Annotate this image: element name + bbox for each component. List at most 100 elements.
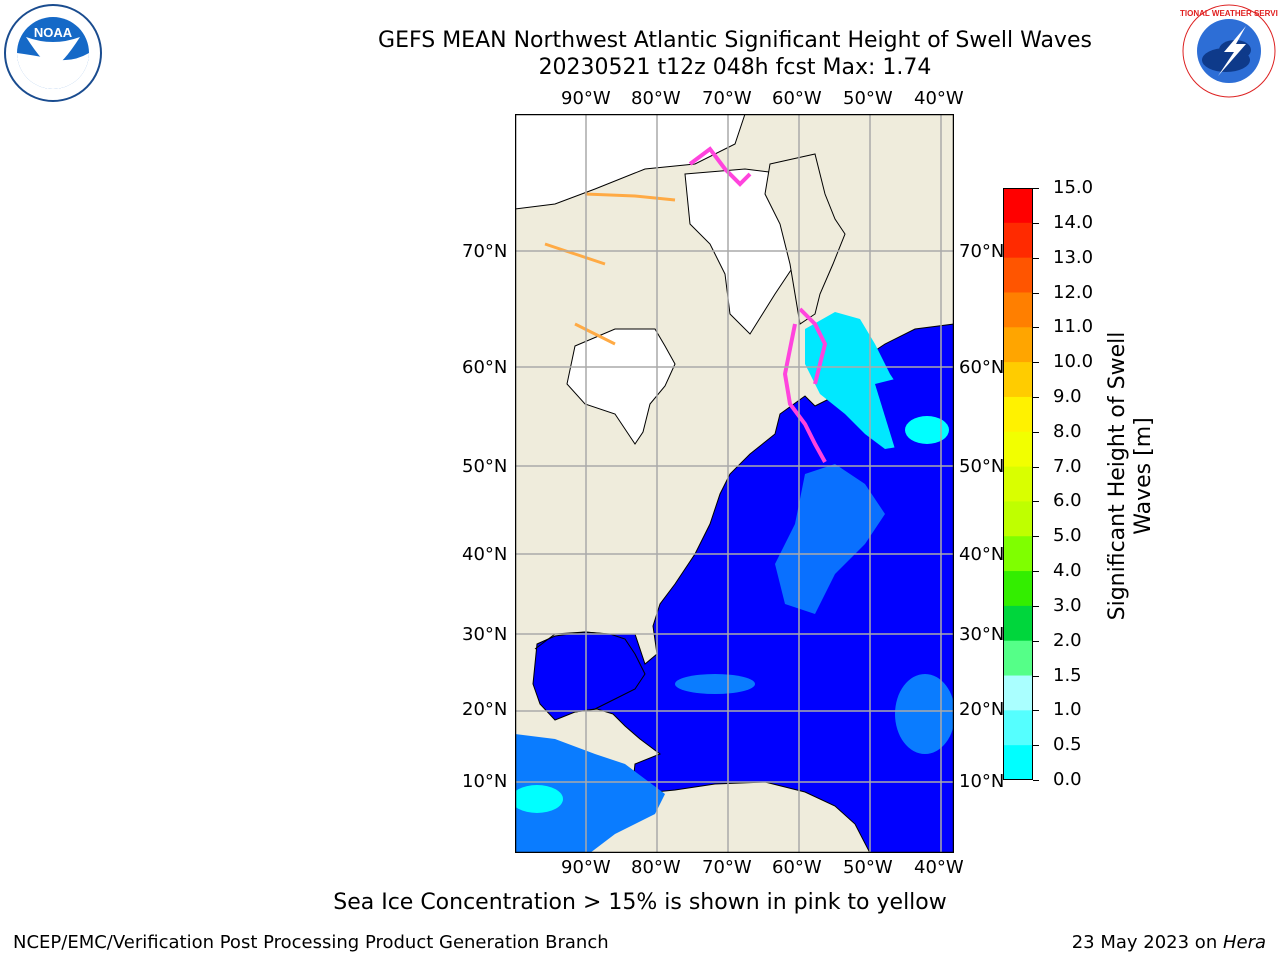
lon-tick-bottom: 50°W <box>843 857 893 878</box>
colorbar-swatch <box>1003 362 1033 398</box>
colorbar-tick-label: 7.0 <box>1053 455 1082 477</box>
colorbar-tick-mark <box>1033 327 1039 329</box>
footer-date-text: 23 May 2023 on <box>1071 932 1223 953</box>
colorbar-tick-mark <box>1033 188 1039 189</box>
lat-tick-right: 60°N <box>959 357 1005 378</box>
colorbar-frame <box>1003 188 1033 780</box>
chart-subtitle: 20230521 t12z 048h fcst Max: 1.74 <box>538 55 932 80</box>
lat-tick-left: 20°N <box>462 699 508 720</box>
lon-tick-top: 80°W <box>631 88 681 109</box>
colorbar-swatch <box>1003 292 1033 328</box>
colorbar-swatch <box>1003 745 1033 781</box>
lon-tick-top: 60°W <box>772 88 822 109</box>
ocean-swell-mid <box>775 464 885 614</box>
colorbar-tick-label: 1.5 <box>1053 664 1082 686</box>
colorbar-tick-label: 6.0 <box>1053 490 1082 512</box>
lat-tick-left: 10°N <box>462 771 508 792</box>
lat-tick-left: 30°N <box>462 624 508 645</box>
lon-tick-top: 90°W <box>561 88 611 109</box>
ocean-swell-labrador-core <box>905 416 949 444</box>
colorbar-tick-label: 13.0 <box>1053 246 1094 268</box>
colorbar-tick-mark <box>1033 501 1039 503</box>
lon-tick-bottom: 60°W <box>772 857 822 878</box>
colorbar-swatch <box>1003 640 1033 677</box>
colorbar-swatch <box>1003 396 1033 433</box>
colorbar-tick-mark <box>1033 466 1039 468</box>
arctic-ice <box>514 113 746 210</box>
lat-tick-left: 50°N <box>462 456 508 477</box>
footer-date: 23 May 2023 on Hera <box>1072 932 1266 953</box>
colorbar-tick-label: 3.0 <box>1053 594 1082 616</box>
colorbar-tick-mark <box>1033 431 1039 433</box>
svg-text:NATIONAL WEATHER SERVICE: NATIONAL WEATHER SERVICE <box>1180 9 1278 18</box>
colorbar-swatches <box>1003 188 1033 781</box>
colorbar-tick-label: 4.0 <box>1053 560 1082 582</box>
colorbar-swatch <box>1003 605 1033 642</box>
lat-tick-left: 40°N <box>462 544 508 565</box>
colorbar-tick-label: 14.0 <box>1053 211 1094 233</box>
colorbar-tick-mark <box>1033 745 1039 747</box>
colorbar-tick-label: 1.0 <box>1053 699 1082 721</box>
colorbar-tick-mark <box>1033 536 1039 538</box>
lon-tick-bottom: 70°W <box>702 857 752 878</box>
lat-tick-right: 10°N <box>959 771 1005 792</box>
ocean-swell-pacific-high <box>511 785 563 813</box>
gulf-coast <box>534 631 646 713</box>
colorbar-tick-mark <box>1033 571 1039 573</box>
colorbar-swatch <box>1003 466 1033 502</box>
sea-ice-edge-orange <box>544 192 676 346</box>
colorbar-tick-mark <box>1033 675 1039 677</box>
colorbar-tick-mark <box>1033 396 1039 398</box>
colorbar-tick-label: 5.0 <box>1053 525 1082 547</box>
lon-tick-top: 40°W <box>914 88 964 109</box>
colorbar-swatch <box>1003 536 1033 572</box>
colorbar-tick-label: 15.0 <box>1053 177 1094 198</box>
ocean-swell-mid-east <box>895 674 955 754</box>
colorbar-tick-label: 8.0 <box>1053 420 1082 442</box>
colorbar-tick-label: 0.5 <box>1053 734 1082 756</box>
colorbar-swatch <box>1003 257 1033 293</box>
colorbar-tick-mark <box>1033 222 1039 224</box>
lat-tick-right: 40°N <box>959 544 1005 565</box>
greenland-land <box>764 153 846 325</box>
colorbar-tick-mark <box>1033 257 1039 259</box>
footer-host: Hera <box>1222 932 1266 953</box>
colorbar-swatch <box>1003 710 1033 746</box>
ocean-swell-mid-central <box>675 674 755 694</box>
lat-tick-right: 30°N <box>959 624 1005 645</box>
colorbar-title: Significant Height of Swell Waves [m] <box>1105 331 1156 621</box>
nws-logo-icon: NATIONAL WEATHER SERVICE <box>1169 2 1280 100</box>
map-border <box>514 113 955 854</box>
colorbar-swatch <box>1003 327 1033 363</box>
colorbar-swatch <box>1003 222 1033 259</box>
colorbar-tick-label: 9.0 <box>1053 385 1082 407</box>
hudson-bay-ice <box>566 328 676 445</box>
colorbar-tick-mark <box>1033 640 1039 642</box>
graticule <box>515 114 954 853</box>
colorbar <box>1003 188 1033 781</box>
colorbar-tick-label: 2.0 <box>1053 629 1082 651</box>
colorbar-tick-mark <box>1033 710 1039 712</box>
lat-tick-right: 70°N <box>959 241 1005 262</box>
colorbar-swatch <box>1003 501 1033 537</box>
colorbar-swatch <box>1003 431 1033 468</box>
lon-tick-bottom: 40°W <box>914 857 964 878</box>
sea-ice-edge-pink <box>688 146 828 463</box>
lat-tick-left: 60°N <box>462 357 508 378</box>
colorbar-tick-mark <box>1033 605 1039 607</box>
chart-title: GEFS MEAN Northwest Atlantic Significant… <box>378 28 1092 53</box>
lon-tick-bottom: 90°W <box>561 857 611 878</box>
colorbar-swatch <box>1003 188 1033 224</box>
map-panel <box>511 113 955 854</box>
colorbar-tick-label: 11.0 <box>1053 316 1094 338</box>
lon-tick-top: 50°W <box>843 88 893 109</box>
lat-tick-right: 50°N <box>959 456 1005 477</box>
lat-tick-left: 70°N <box>462 241 508 262</box>
sea-ice-caption: Sea Ice Concentration > 15% is shown in … <box>333 890 947 915</box>
lat-tick-right: 20°N <box>959 699 1005 720</box>
colorbar-tick-label: 10.0 <box>1053 351 1094 373</box>
map-canvas <box>511 113 955 854</box>
colorbar-swatch <box>1003 675 1033 711</box>
colorbar-tick-mark <box>1033 292 1039 294</box>
colorbar-tick-mark <box>1033 362 1039 364</box>
